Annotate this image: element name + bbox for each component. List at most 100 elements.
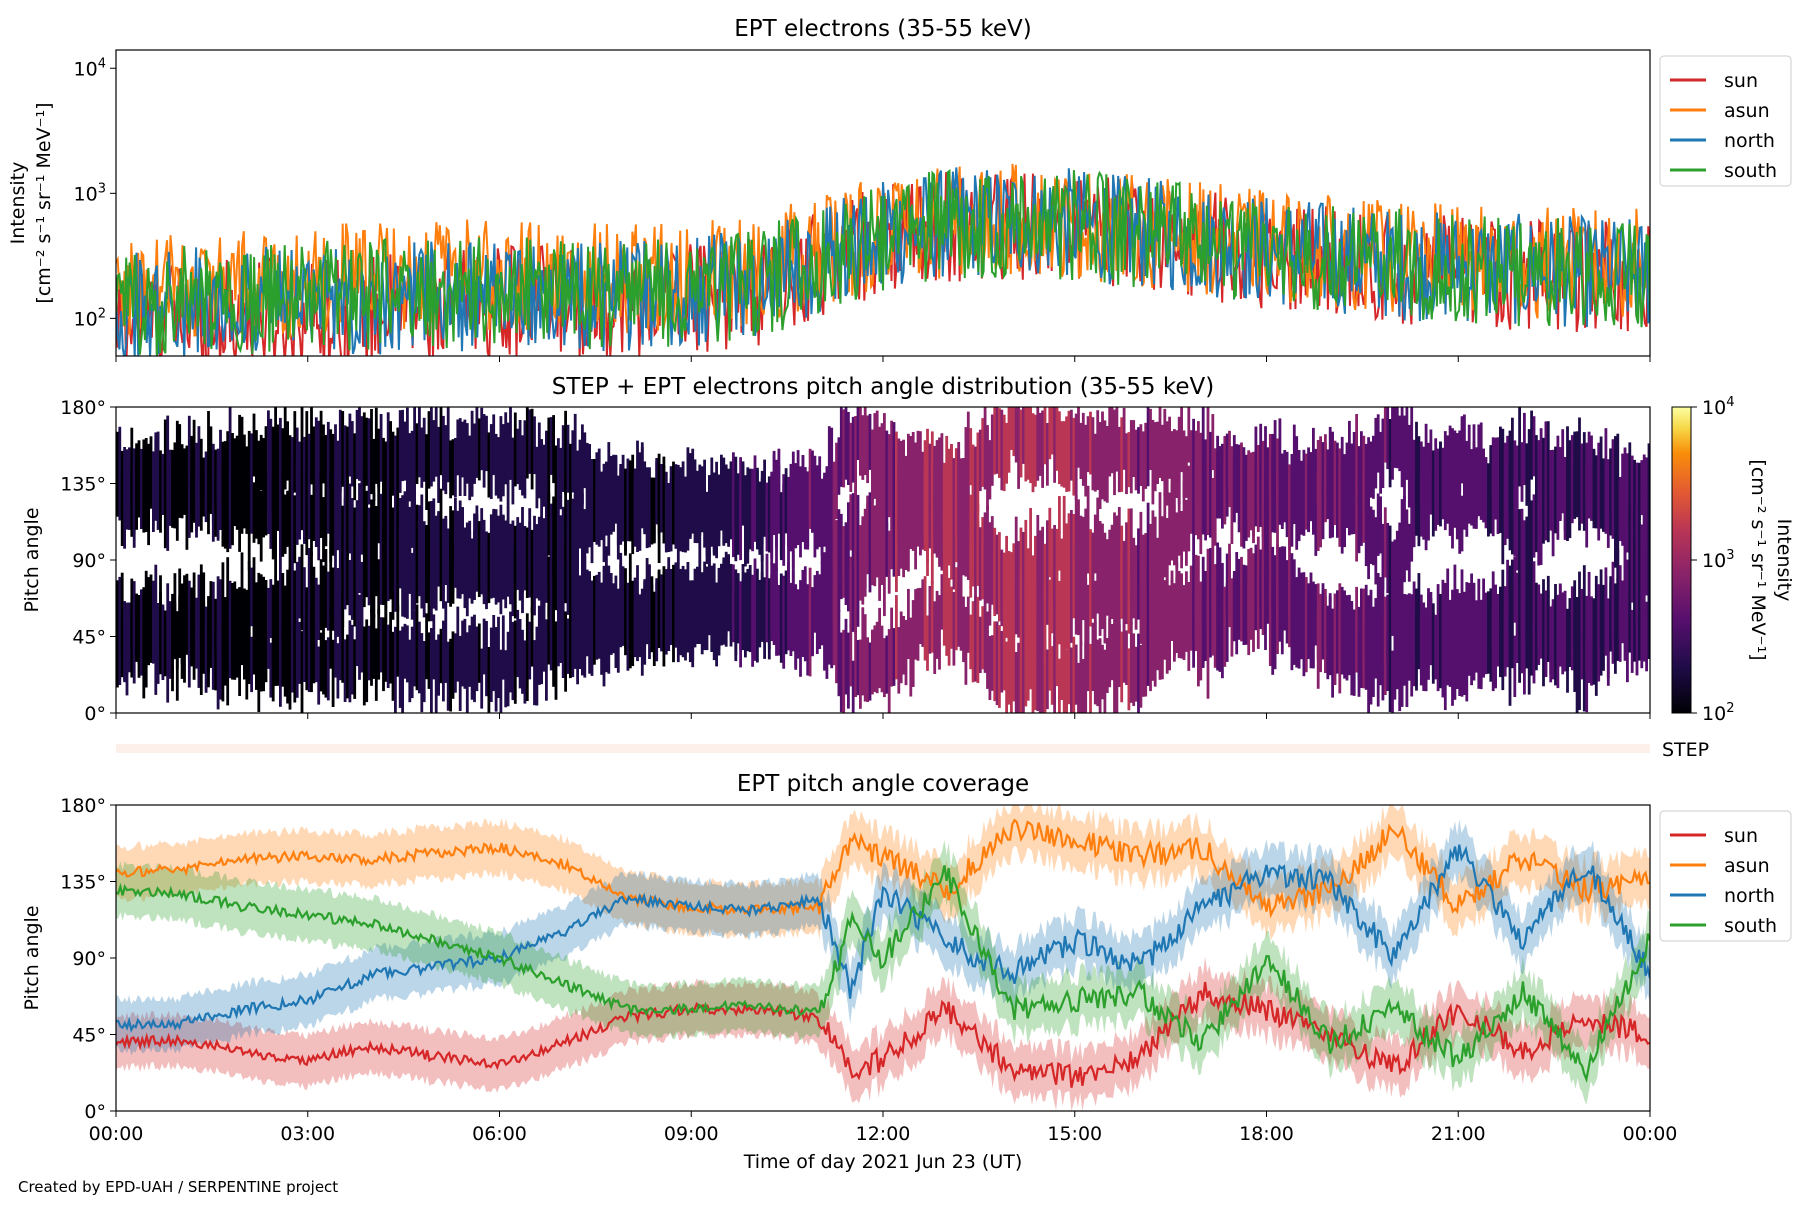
heatmap-cell: [959, 575, 963, 651]
y-tick-label: 90°: [72, 948, 106, 970]
heatmap-cell: [1072, 417, 1076, 496]
heatmap-cell: [1029, 508, 1032, 595]
heatmap-cell: [1012, 574, 1016, 637]
heatmap-cell: [183, 449, 186, 515]
heatmap-cell: [988, 440, 992, 500]
heatmap-cell: [408, 433, 412, 502]
heatmap-cell: [844, 618, 848, 695]
heatmap-cell: [1230, 581, 1234, 657]
heatmap-cell: [1391, 650, 1394, 713]
heatmap-cell: [1053, 573, 1056, 657]
heatmap-cell: [418, 407, 421, 478]
heatmap-cell: [832, 586, 836, 666]
heatmap-cell: [1623, 506, 1627, 576]
heatmap-cell: [1036, 407, 1040, 481]
heatmap-cell: [1098, 422, 1102, 509]
heatmap-cell: [1091, 532, 1095, 590]
heatmap-cell: [1264, 573, 1267, 650]
heatmap-cell: [228, 485, 232, 549]
heatmap-cell: [432, 498, 436, 564]
heatmap-cell: [250, 455, 253, 534]
heatmap-cell: [808, 448, 812, 520]
heatmap-cell: [1520, 557, 1524, 631]
heatmap-cell: [1460, 634, 1464, 697]
heatmap-cell: [324, 434, 328, 513]
heatmap-cell: [1537, 440, 1541, 518]
heatmap-cell: [1372, 435, 1375, 499]
heatmap-cell: [1393, 622, 1397, 700]
heatmap-cell: [1043, 543, 1047, 600]
heatmap-cell: [300, 631, 304, 713]
heatmap-cell: [981, 418, 985, 487]
heatmap-cell: [451, 631, 455, 699]
heatmap-cell: [842, 409, 846, 488]
heatmap-cell: [245, 453, 249, 534]
heatmap-cell: [1038, 646, 1042, 713]
heatmap-cell: [794, 590, 798, 668]
heatmap-cell: [957, 580, 961, 647]
heatmap-cell: [1348, 462, 1351, 536]
heatmap-cell: [1108, 407, 1112, 477]
heatmap-cell: [940, 574, 944, 630]
heatmap-cell: [142, 587, 146, 657]
heatmap-cell: [223, 481, 227, 549]
heatmap-cell: [1017, 642, 1020, 713]
heatmap-cell: [312, 483, 316, 541]
heatmap-cell: [310, 407, 313, 485]
heatmap-cell: [1302, 572, 1306, 644]
heatmap-cell: [286, 421, 289, 481]
heatmap-cell: [756, 467, 759, 550]
heatmap-cell: [957, 521, 961, 594]
heatmap-cell: [569, 489, 572, 569]
heatmap-cell: [1594, 575, 1598, 646]
heatmap-cell: [1187, 465, 1191, 552]
heatmap-cell: [1592, 448, 1596, 529]
heatmap-cell: [1194, 430, 1198, 503]
heatmap-cell: [420, 427, 424, 488]
heatmap-cell: [465, 522, 469, 587]
heatmap-cell: [1520, 442, 1524, 502]
heatmap-cell: [513, 547, 517, 619]
heatmap-cell: [1043, 587, 1047, 663]
heatmap-cell: [247, 430, 251, 503]
heatmap-cell: [1103, 582, 1107, 644]
heatmap-cell: [1259, 423, 1263, 508]
heatmap-cell: [346, 480, 349, 557]
series-line-south: [116, 168, 1650, 356]
heatmap-cell: [1544, 605, 1548, 677]
heatmap-cell: [557, 438, 560, 505]
heatmap-cell: [902, 503, 905, 578]
heatmap-cell: [1038, 530, 1042, 619]
heatmap-cell: [1244, 574, 1248, 637]
heatmap-cell: [1165, 421, 1169, 506]
heatmap-cell: [1211, 414, 1215, 471]
heatmap-cell: [415, 536, 419, 604]
heatmap-cell: [228, 580, 232, 642]
heatmap-cell: [401, 409, 404, 482]
heatmap-cell: [998, 625, 1001, 708]
heatmap-cell: [1635, 462, 1639, 545]
heatmap-cell: [628, 460, 632, 542]
heatmap-cell: [1391, 407, 1394, 480]
heatmap-cell: [1369, 441, 1373, 498]
heatmap-cell: [372, 493, 376, 552]
heatmap-cell: [396, 427, 400, 512]
heatmap-cell: [830, 583, 834, 669]
heatmap-cell: [446, 528, 450, 585]
heatmap-cell: [1276, 438, 1279, 508]
heatmap-cell: [1491, 467, 1495, 537]
heatmap-cell: [331, 433, 335, 516]
heatmap-cell: [317, 420, 321, 508]
heatmap-cell: [1170, 483, 1174, 561]
heatmap-cell: [1417, 468, 1421, 547]
heatmap-cell: [1362, 588, 1366, 668]
heatmap-cell: [386, 624, 390, 688]
heatmap-cell: [123, 605, 126, 683]
heatmap-cell: [1446, 568, 1450, 652]
heatmap-cell: [1400, 407, 1404, 488]
heatmap-cell: [1048, 624, 1052, 691]
heatmap-cell: [602, 565, 606, 645]
heatmap-cell: [1434, 617, 1438, 680]
heatmap-cell: [1007, 407, 1011, 473]
heatmap-cell: [566, 618, 570, 674]
